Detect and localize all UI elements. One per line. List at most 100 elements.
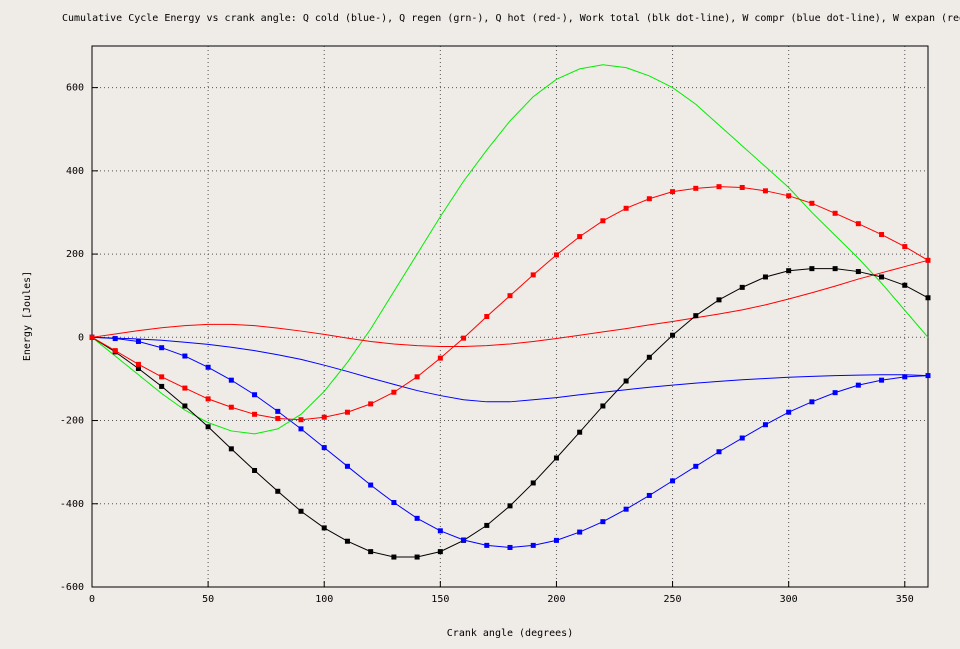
point-marker: [879, 377, 885, 383]
y-tick-label: 400: [66, 166, 84, 177]
y-tick-label: 200: [66, 249, 84, 260]
x-tick-label: 200: [547, 594, 565, 605]
point-marker: [344, 463, 350, 469]
point-marker: [112, 348, 118, 354]
point-marker: [693, 185, 699, 191]
point-marker: [159, 383, 165, 389]
point-marker: [368, 401, 374, 407]
point-marker: [275, 415, 281, 421]
point-marker: [809, 399, 815, 405]
point-marker: [252, 467, 258, 473]
point-marker: [112, 336, 118, 342]
point-marker: [205, 364, 211, 370]
point-marker: [855, 382, 861, 388]
x-tick-label: 150: [431, 594, 449, 605]
point-marker: [414, 554, 420, 560]
point-marker: [391, 554, 397, 560]
point-marker: [553, 537, 559, 543]
point-marker: [553, 455, 559, 461]
x-tick-label: 0: [89, 594, 95, 605]
point-marker: [461, 335, 467, 341]
point-marker: [670, 189, 676, 195]
point-marker: [484, 522, 490, 528]
point-marker: [623, 378, 629, 384]
y-tick-label: 0: [78, 332, 84, 343]
point-marker: [298, 508, 304, 514]
point-marker: [809, 200, 815, 206]
point-marker: [437, 355, 443, 361]
point-marker: [321, 414, 327, 420]
point-marker: [321, 525, 327, 531]
point-marker: [484, 314, 490, 319]
point-marker: [809, 266, 815, 272]
point-marker: [646, 492, 652, 498]
point-marker: [507, 503, 513, 509]
point-marker: [368, 482, 374, 488]
point-marker: [786, 193, 792, 199]
point-marker: [832, 390, 838, 396]
point-marker: [228, 446, 234, 452]
point-marker: [135, 366, 141, 372]
point-marker: [832, 210, 838, 216]
point-marker: [159, 345, 165, 351]
point-marker: [507, 293, 513, 299]
point-marker: [600, 218, 606, 224]
point-marker: [553, 252, 559, 258]
point-marker: [298, 426, 304, 432]
series-line: [91, 64, 929, 435]
plot-frame: [91, 45, 929, 588]
point-marker: [461, 537, 467, 543]
point-marker: [600, 403, 606, 409]
point-marker: [275, 488, 281, 494]
point-marker: [577, 234, 583, 240]
point-marker: [762, 422, 768, 428]
point-marker: [879, 232, 885, 238]
series-line: [91, 336, 929, 403]
y-tick-label: 600: [66, 83, 84, 94]
point-marker: [159, 374, 165, 380]
y-tick-label: -600: [60, 582, 84, 593]
point-marker: [228, 377, 234, 383]
point-marker: [646, 196, 652, 202]
point-marker: [530, 272, 536, 278]
point-marker: [855, 269, 861, 275]
point-marker: [786, 409, 792, 415]
point-marker: [275, 408, 281, 414]
point-marker: [577, 429, 583, 435]
point-marker: [437, 549, 443, 555]
point-marker: [902, 244, 908, 250]
point-marker: [925, 373, 931, 379]
point-marker: [437, 528, 443, 534]
point-marker: [670, 332, 676, 338]
point-marker: [577, 529, 583, 535]
point-marker: [739, 284, 745, 290]
series-line: [91, 259, 929, 347]
point-marker: [925, 257, 931, 263]
point-marker: [716, 297, 722, 303]
point-marker: [205, 396, 211, 402]
point-marker: [414, 515, 420, 521]
y-tick-label: -400: [60, 499, 84, 510]
point-marker: [344, 538, 350, 544]
point-marker: [368, 549, 374, 555]
point-marker: [228, 404, 234, 410]
point-marker: [391, 500, 397, 506]
y-tick-label: -200: [60, 416, 84, 427]
x-tick-label: 350: [896, 594, 914, 605]
point-marker: [693, 463, 699, 469]
point-marker: [855, 221, 861, 227]
point-marker: [623, 506, 629, 512]
x-tick-label: 250: [664, 594, 682, 605]
point-marker: [182, 353, 188, 359]
point-marker: [832, 266, 838, 272]
point-marker: [716, 449, 722, 455]
point-marker: [902, 282, 908, 288]
point-marker: [646, 354, 652, 360]
point-marker: [739, 435, 745, 441]
point-marker: [716, 184, 722, 190]
chart-title: Cumulative Cycle Energy vs crank angle: …: [62, 13, 960, 24]
x-axis-label: Crank angle (degrees): [447, 628, 573, 639]
point-marker: [600, 519, 606, 525]
point-marker: [762, 188, 768, 194]
